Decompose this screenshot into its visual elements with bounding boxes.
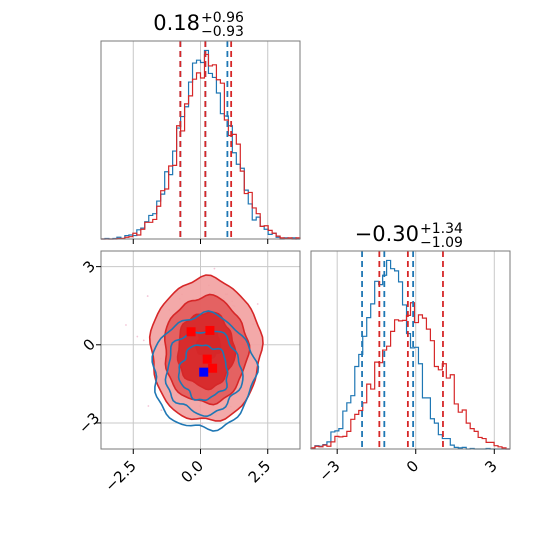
scatter-point	[125, 324, 127, 326]
blue-contour-level-3	[177, 344, 229, 401]
histogram-red	[101, 53, 301, 240]
marginal-2-grid	[336, 251, 495, 449]
marginal-2-histograms	[310, 259, 510, 450]
marker-blue	[199, 367, 209, 377]
marker-red	[202, 354, 212, 364]
marginal-2-ticks	[336, 449, 495, 454]
scatter-point	[213, 267, 216, 270]
marginal-2-frame	[310, 250, 511, 450]
marginal-2-title: −0.30	[355, 222, 419, 246]
marginal-1-histograms	[101, 49, 301, 240]
blue-contour-level-2	[164, 330, 244, 418]
marginal-1-title-lower: −0.93	[201, 24, 244, 40]
joint-contour-panel: −2.5 0.0 2.5 −3 0 3	[75, 242, 303, 495]
marginal-histogram-1: 0.18 +0.96 −0.93	[100, 10, 301, 244]
marginal-2-title-lower: −1.09	[420, 235, 463, 251]
marginal-2-x-tick-labels: −3 0 3	[315, 457, 500, 485]
joint-y-tick-labels: −3 0 3	[75, 257, 103, 437]
marker-red	[205, 325, 215, 335]
joint-x-tick-label: −2.5	[101, 457, 139, 495]
joint-x-tick-label: 0.0	[177, 457, 207, 487]
scatter-point	[301, 346, 303, 348]
marginal-1-quantile-lines	[179, 41, 233, 239]
marginal-1-grid	[132, 41, 269, 239]
joint-markers	[186, 325, 218, 377]
scatter-point	[142, 339, 145, 342]
scatter-point	[256, 303, 259, 305]
joint-x-tick-labels: −2.5 0.0 2.5	[101, 457, 274, 495]
joint-blue-contours	[151, 310, 260, 432]
scatter-point	[136, 335, 139, 338]
joint-y-tick-label: −3	[75, 409, 103, 437]
joint-x-tick-label: 2.5	[245, 457, 275, 487]
marginal-1-title: 0.18	[153, 11, 200, 35]
marginal-1-title-upper: +0.96	[201, 10, 244, 26]
marginal-2-x-tick-label: 3	[481, 457, 500, 476]
scatter-point	[237, 242, 239, 244]
joint-y-tick-label: 3	[79, 257, 98, 276]
histogram-blue	[310, 259, 510, 450]
joint-ticks	[96, 266, 269, 454]
marginal-1-ticks	[132, 239, 269, 244]
scatter-point	[146, 295, 149, 297]
marginal-2-x-tick-label: 0	[403, 457, 422, 476]
marginal-2-title-upper: +1.34	[420, 221, 463, 237]
scatter-point	[201, 422, 204, 425]
scatter-point	[147, 405, 150, 407]
marker-red	[208, 363, 218, 373]
marker-red	[186, 327, 196, 337]
joint-y-tick-label: 0	[79, 335, 98, 354]
marginal-2-quantile-lines	[361, 251, 444, 449]
marginal-histogram-2: −3 0 3 −0.30 +1.34 −1.09	[310, 221, 511, 485]
scatter-point	[160, 409, 163, 412]
histogram-blue	[101, 49, 300, 240]
histogram-red	[310, 302, 510, 450]
marginal-2-x-tick-label: −3	[315, 457, 343, 485]
blue-contour-level-1	[151, 310, 260, 432]
